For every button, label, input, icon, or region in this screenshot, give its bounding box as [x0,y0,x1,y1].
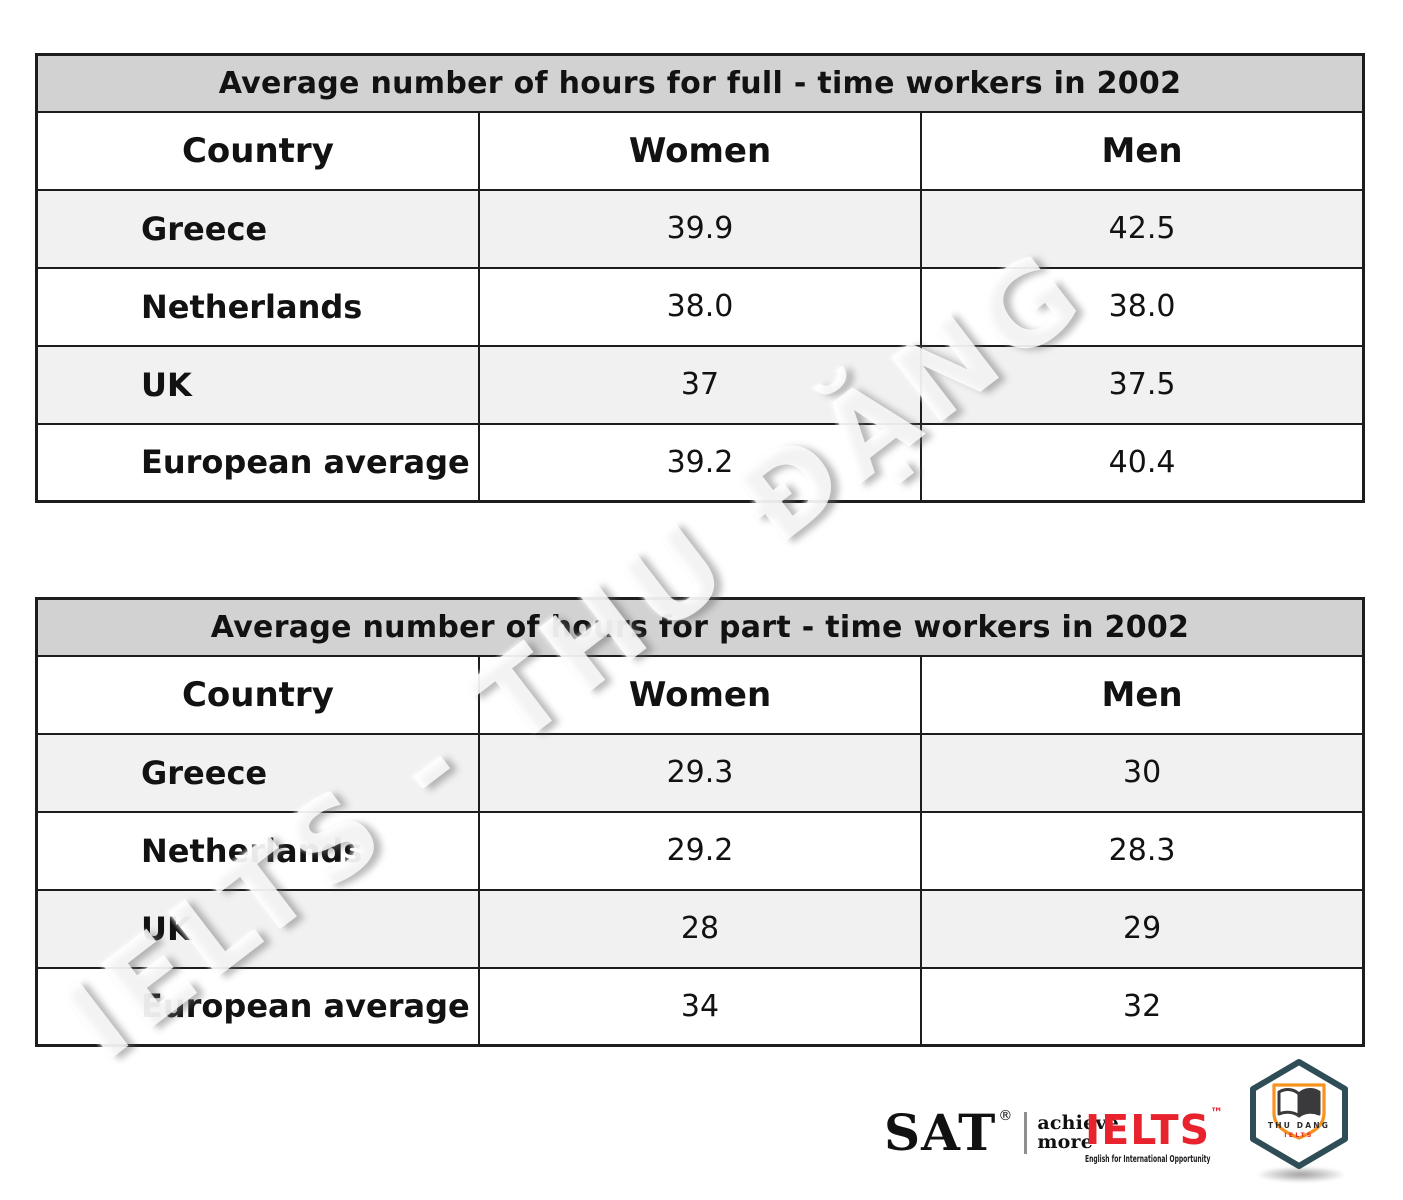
thu-dang-badge: THU DANG IELTS [1246,1058,1352,1176]
country-cell: European average [35,966,480,1047]
women-value-cell: 29.3 [477,732,923,813]
ielts-logo: IELTS ™ English for International Opport… [1085,1106,1223,1165]
country-cell: Netherlands [35,266,480,347]
sat-tagline: achieve more [1037,1114,1119,1152]
men-value-cell: 40.4 [920,422,1365,503]
country-cell: Greece [35,188,480,269]
ielts-wordmark: IELTS [1085,1106,1211,1154]
table-title-row: Average number of hours for part - time … [35,597,1365,657]
sat-tagline-line1: achieve [1037,1112,1119,1134]
hexagon-badge-icon: THU DANG IELTS [1250,1059,1348,1169]
table-row: Netherlands 38.0 38.0 [35,266,1365,347]
men-value-cell: 29 [920,888,1365,969]
women-value-cell: 37 [477,344,923,425]
women-value-cell: 34 [477,966,923,1047]
sat-wordmark: SAT [884,1103,997,1162]
table-row: Greece 39.9 42.5 [35,188,1365,269]
column-header-men: Men [920,110,1365,191]
men-value-cell: 30 [920,732,1365,813]
ielts-tagline: English for International Opportunity [1085,1154,1211,1165]
trademark-icon: ™ [1210,1106,1224,1121]
table-row: Greece 29.3 30 [35,732,1365,813]
table-row: European average 34 32 [35,966,1365,1047]
registered-mark-icon: ® [998,1108,1013,1124]
table-row: UK 37 37.5 [35,344,1365,425]
divider-bar [1024,1112,1028,1154]
badge-ielts-text: IELTS [1284,1132,1314,1139]
men-value-cell: 28.3 [920,810,1365,891]
country-cell: UK [35,344,480,425]
women-value-cell: 28 [477,888,923,969]
shield-outline [1272,1083,1326,1140]
column-header-row: Country Women Men [35,110,1365,191]
part-time-table: Average number of hours for part - time … [35,597,1365,1047]
country-cell: Netherlands [35,810,480,891]
column-header-country: Country [35,110,480,191]
table-row: European average 39.2 40.4 [35,422,1365,503]
women-value-cell: 29.2 [477,810,923,891]
sat-logo: SAT ® achieve more [884,1108,1119,1158]
table-row: UK 28 29 [35,888,1365,969]
sat-tagline-line2: more [1037,1131,1094,1153]
column-header-men: Men [920,654,1365,735]
men-value-cell: 38.0 [920,266,1365,347]
men-value-cell: 37.5 [920,344,1365,425]
country-cell: UK [35,888,480,969]
table-title: Average number of hours for part - time … [35,597,1365,657]
column-header-women: Women [477,654,923,735]
women-value-cell: 38.0 [477,266,923,347]
open-book-icon [1277,1088,1321,1118]
country-cell: European average [35,422,480,503]
country-cell: Greece [35,732,480,813]
table-row: Netherlands 29.2 28.3 [35,810,1365,891]
column-header-row: Country Women Men [35,654,1365,735]
badge-shadow [1258,1167,1344,1182]
badge-name-text: THU DANG [1268,1121,1330,1130]
column-header-women: Women [477,110,923,191]
women-value-cell: 39.9 [477,188,923,269]
full-time-table: Average number of hours for full - time … [35,53,1365,503]
men-value-cell: 32 [920,966,1365,1047]
women-value-cell: 39.2 [477,422,923,503]
men-value-cell: 42.5 [920,188,1365,269]
column-header-country: Country [35,654,480,735]
table-title: Average number of hours for full - time … [35,53,1365,113]
table-title-row: Average number of hours for full - time … [35,53,1365,113]
